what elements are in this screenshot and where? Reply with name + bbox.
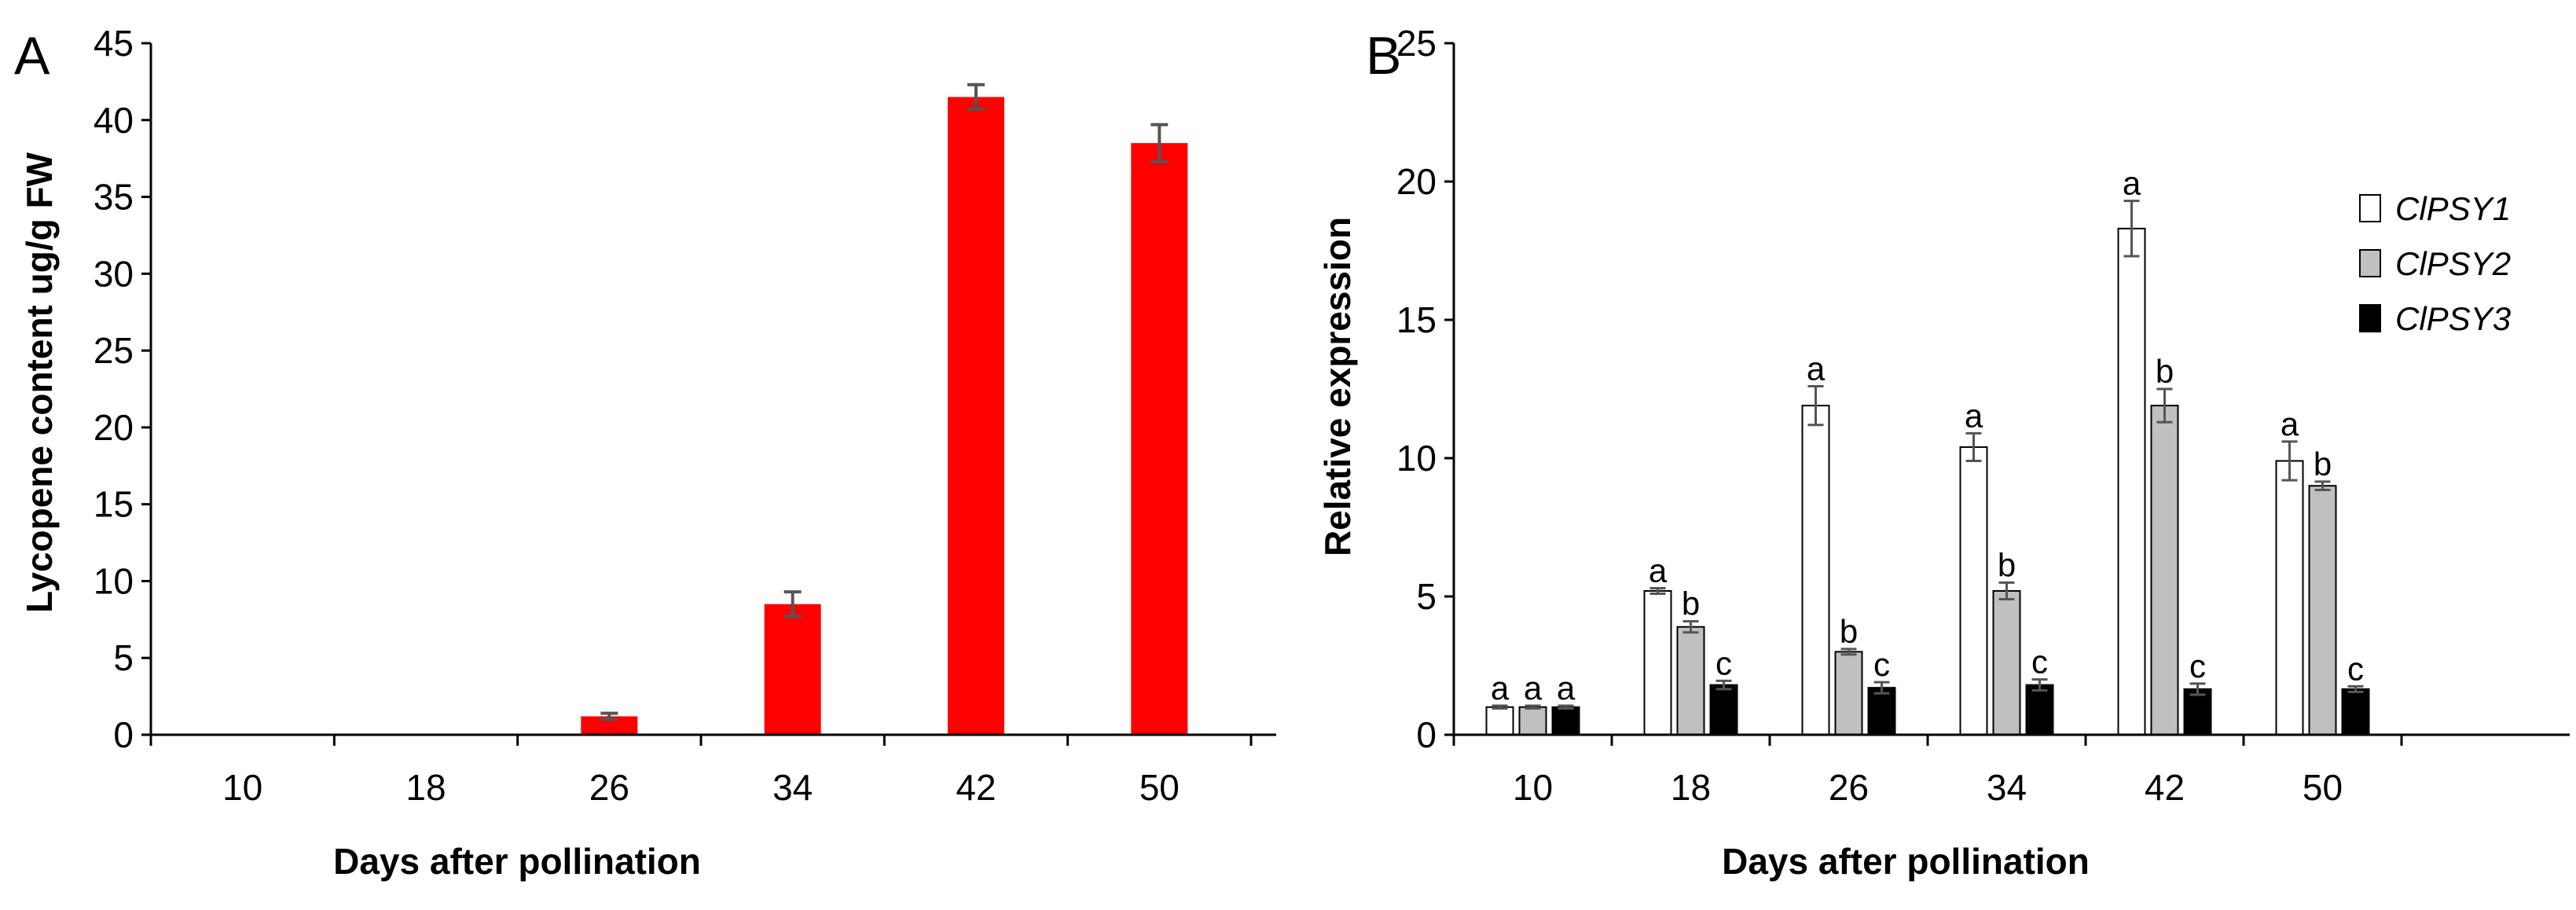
legend-swatch-clpsy3 <box>2359 304 2381 332</box>
y-tick-label: 45 <box>94 23 134 64</box>
significance-label: b <box>2314 446 2332 483</box>
significance-label: a <box>1491 670 1510 706</box>
significance-label: c <box>2189 648 2206 684</box>
legend-swatch-clpsy1 <box>2359 194 2381 222</box>
significance-label: a <box>1965 397 1983 434</box>
panel-a-x-axis-title: Days after pollination <box>333 841 701 882</box>
y-tick-label: 5 <box>1416 576 1437 617</box>
y-tick-label: 15 <box>94 484 134 525</box>
x-tick-label: 50 <box>2303 767 2343 808</box>
bar <box>947 97 1004 735</box>
significance-label: c <box>1873 646 1890 683</box>
significance-label: b <box>1998 546 2016 583</box>
bar-clpsy3 <box>2025 684 2054 736</box>
bar-clpsy1 <box>1801 405 1830 736</box>
panel-b-x-ticks: 10 18 26 34 42 50 <box>1452 735 2403 808</box>
bar-clpsy3 <box>2341 688 2370 736</box>
y-tick-label: 35 <box>94 177 134 218</box>
bar-clpsy1 <box>2275 460 2304 736</box>
panel-a-x-ticks: 10 18 26 34 42 50 <box>149 735 1253 808</box>
panel-a-y-ticks: 0 5 10 15 20 25 30 35 40 45 <box>94 23 151 755</box>
significance-label: c <box>1715 644 1732 681</box>
significance-label: a <box>1807 350 1826 387</box>
bar-clpsy3 <box>1551 706 1580 736</box>
bar-clpsy2 <box>1518 706 1547 736</box>
bar <box>764 604 821 735</box>
bar-clpsy2 <box>1834 651 1863 736</box>
y-tick-label: 0 <box>113 714 134 755</box>
y-tick-label: 10 <box>94 560 134 601</box>
significance-label: a <box>1524 670 1543 706</box>
panel-b-y-ticks: 0 5 10 15 20 25 <box>1396 23 1454 755</box>
x-tick-label: 50 <box>1139 767 1180 808</box>
x-tick-label: 10 <box>1513 767 1553 808</box>
bar-clpsy1 <box>1643 589 1672 736</box>
legend-label: ClPSY1 <box>2395 190 2511 227</box>
significance-label: b <box>1682 585 1700 622</box>
significance-label: a <box>1557 670 1576 706</box>
x-tick-label: 42 <box>2145 767 2185 808</box>
panel-b-legend: ClPSY1 ClPSY2 ClPSY3 <box>2359 190 2511 337</box>
y-tick-label: 25 <box>1396 23 1437 64</box>
bar <box>581 716 638 735</box>
bar-clpsy1 <box>1485 706 1514 736</box>
x-tick-label: 10 <box>222 767 262 808</box>
legend-label: ClPSY3 <box>2395 300 2511 337</box>
panel-b-letter: B <box>1366 26 1401 86</box>
x-tick-label: 18 <box>1671 767 1711 808</box>
significance-label: b <box>2156 353 2174 390</box>
y-tick-label: 40 <box>94 100 134 141</box>
bar-clpsy3 <box>2183 688 2212 736</box>
significance-label: a <box>2281 405 2299 442</box>
bar-clpsy2 <box>1676 626 1705 736</box>
bar-clpsy1 <box>1959 446 1988 736</box>
panel-b-x-axis-title: Days after pollination <box>1722 841 2090 882</box>
significance-label: a <box>1649 552 1668 589</box>
x-tick-label: 18 <box>405 767 446 808</box>
panel-a-lycopene-chart: A Lycopene content ug/g FW Days after po… <box>14 23 1276 882</box>
significance-label: b <box>1840 613 1858 650</box>
panel-b-y-axis-title: Relative expression <box>1317 217 1358 556</box>
y-tick-label: 20 <box>94 407 134 448</box>
significance-label: c <box>2031 644 2048 681</box>
bar <box>1131 143 1188 736</box>
significance-label: a <box>2123 165 2141 202</box>
x-tick-label: 26 <box>589 767 629 808</box>
panel-b-expression-chart: B Relative expression Days after pollina… <box>1317 23 2570 882</box>
y-tick-label: 10 <box>1396 438 1437 479</box>
x-tick-label: 34 <box>1987 767 2027 808</box>
y-tick-label: 15 <box>1396 299 1437 340</box>
y-tick-label: 30 <box>94 253 134 294</box>
y-tick-label: 20 <box>1396 161 1437 202</box>
bar-clpsy3 <box>1867 687 1896 736</box>
y-tick-label: 25 <box>94 330 134 371</box>
bar-clpsy2 <box>1992 589 2021 736</box>
bar-clpsy1 <box>2117 227 2146 736</box>
panel-a-y-axis-title: Lycopene content ug/g FW <box>19 152 60 613</box>
x-tick-label: 26 <box>1829 767 1869 808</box>
y-tick-label: 0 <box>1416 714 1437 755</box>
bar-clpsy3 <box>1709 684 1738 736</box>
bar-clpsy2 <box>2308 485 2337 736</box>
legend-swatch-clpsy2 <box>2359 249 2381 277</box>
x-tick-label: 42 <box>956 767 996 808</box>
panel-a-letter: A <box>14 26 50 86</box>
y-tick-label: 5 <box>113 637 134 678</box>
bar-clpsy2 <box>2150 405 2179 736</box>
significance-label: c <box>2347 650 2364 687</box>
legend-label: ClPSY2 <box>2395 245 2511 282</box>
panel-a-bars <box>581 83 1188 736</box>
x-tick-label: 34 <box>772 767 813 808</box>
